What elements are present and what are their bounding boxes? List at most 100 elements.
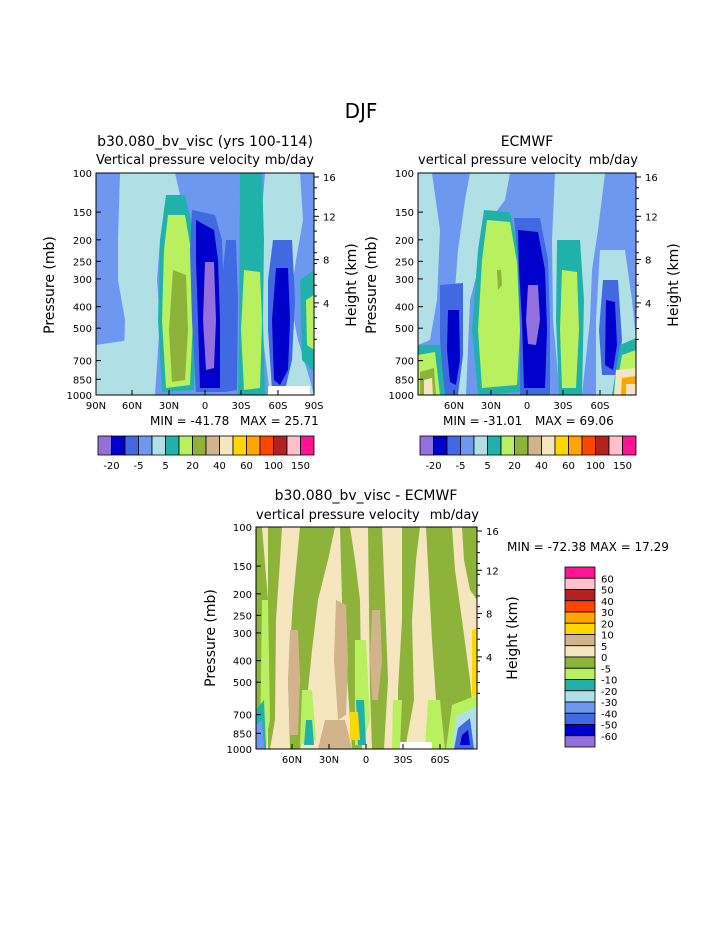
colorbar-swatch bbox=[500, 435, 515, 456]
panel3-subtitle-right: mb/day bbox=[430, 508, 480, 523]
colorbar-swatch bbox=[564, 690, 596, 703]
panel-difference: b30.080_bv_visc - ECMWF vertical pressur… bbox=[203, 488, 669, 766]
panel3-axes: 100 150 200 250 300 400 500 700 850 1000 16 12 8 4 60… bbox=[227, 523, 499, 766]
panel2-min: MIN = -31.01 bbox=[443, 414, 522, 428]
ytick-label: 400 bbox=[73, 303, 92, 314]
ytick-right-label: 16 bbox=[323, 173, 336, 184]
xtick-label: 0 bbox=[363, 755, 369, 766]
ytick-label: 250 bbox=[233, 611, 252, 622]
ytick-label: 1000 bbox=[389, 391, 414, 402]
colorbar-swatch bbox=[564, 667, 596, 680]
ytick-label: 150 bbox=[395, 208, 414, 219]
colorbar-swatch bbox=[273, 435, 288, 456]
ytick-label: 100 bbox=[395, 169, 414, 180]
colorbar-label: 100 bbox=[264, 461, 283, 472]
colorbar-label: 40 bbox=[213, 461, 226, 472]
panel-ecmwf: ECMWF vertical pressure velocity mb/day bbox=[364, 134, 682, 472]
colorbar-swatch bbox=[473, 435, 488, 456]
xtick-label: 60S bbox=[268, 401, 287, 412]
colorbar-swatch bbox=[460, 435, 475, 456]
colorbar-label: 20 bbox=[601, 619, 614, 630]
colorbar-label: 5 bbox=[601, 642, 607, 653]
colorbar-swatch bbox=[124, 435, 139, 456]
ytick-label: 150 bbox=[73, 208, 92, 219]
colorbar-label: 20 bbox=[508, 461, 521, 472]
colorbar-swatch bbox=[259, 435, 274, 456]
colorbar-label: -50 bbox=[601, 721, 617, 732]
panel2-ylabel: Pressure (mb) bbox=[364, 236, 380, 334]
colorbar-swatch bbox=[138, 435, 153, 456]
panel1-ylabel-right: Height (km) bbox=[344, 243, 360, 326]
xtick-label: 60N bbox=[444, 401, 464, 412]
colorbar-swatch bbox=[595, 435, 610, 456]
ytick-right-label: 8 bbox=[645, 256, 651, 267]
panel-model: b30.080_bv_visc (yrs 100-114) Vertical p… bbox=[42, 134, 360, 472]
colorbar-label: 40 bbox=[601, 597, 614, 608]
ytick-right-label: 4 bbox=[645, 299, 651, 310]
ytick-label: 400 bbox=[395, 303, 414, 314]
colorbar-swatch bbox=[564, 622, 596, 635]
colorbar-swatch bbox=[564, 735, 596, 748]
panel2-ylabel-right: Height (km) bbox=[666, 243, 682, 326]
ytick-right-label: 4 bbox=[323, 299, 329, 310]
page-title: DJF bbox=[345, 99, 378, 123]
panel2-field bbox=[418, 173, 636, 395]
xtick-label: 30N bbox=[481, 401, 501, 412]
colorbar-swatch bbox=[232, 435, 247, 456]
panel2-subtitle-right: mb/day bbox=[589, 153, 639, 168]
colorbar-label: 10 bbox=[601, 631, 614, 642]
panel3-field bbox=[256, 527, 477, 749]
colorbar-swatch bbox=[581, 435, 596, 456]
colorbar-swatch bbox=[192, 435, 207, 456]
colorbar-swatch bbox=[165, 435, 180, 456]
colorbar-label: 5 bbox=[484, 461, 490, 472]
colorbar-label: 150 bbox=[291, 461, 310, 472]
colorbar-swatch bbox=[541, 435, 556, 456]
panel1-axes: 100 150 200 250 300 400 500 700 850 1000 16 12 8 4 90… bbox=[67, 169, 336, 412]
ytick-label: 700 bbox=[395, 357, 414, 368]
panel2-colorbar: -20 -5 5 20 40 60 100 150 bbox=[419, 435, 637, 472]
ytick-label: 300 bbox=[233, 629, 252, 640]
colorbar-label: -5 bbox=[134, 461, 144, 472]
colorbar-swatch bbox=[514, 435, 529, 456]
panel1-field bbox=[96, 173, 314, 395]
ytick-label: 850 bbox=[73, 375, 92, 386]
xtick-label: 90N bbox=[86, 401, 106, 412]
panel1-subtitle-right: mb/day bbox=[265, 153, 315, 168]
colorbar-label: -10 bbox=[601, 676, 617, 687]
ytick-label: 200 bbox=[73, 236, 92, 247]
colorbar-label: 20 bbox=[186, 461, 199, 472]
colorbar-swatch bbox=[205, 435, 220, 456]
colorbar-label: -5 bbox=[601, 664, 611, 675]
colorbar-swatch bbox=[564, 724, 596, 737]
xtick-label: 60N bbox=[122, 401, 142, 412]
ytick-right-label: 8 bbox=[486, 610, 492, 621]
ytick-label: 500 bbox=[233, 678, 252, 689]
colorbar-label: 50 bbox=[601, 586, 614, 597]
xtick-label: 30N bbox=[319, 755, 339, 766]
ytick-label: 850 bbox=[395, 375, 414, 386]
panel2-subtitle-left: vertical pressure velocity bbox=[418, 153, 582, 168]
xtick-label: 0 bbox=[202, 401, 208, 412]
ytick-right-label: 12 bbox=[645, 212, 658, 223]
colorbar-swatch bbox=[564, 600, 596, 613]
ytick-right-label: 12 bbox=[323, 212, 336, 223]
ytick-label: 200 bbox=[233, 590, 252, 601]
colorbar-label: 60 bbox=[601, 574, 614, 585]
colorbar-swatch bbox=[564, 589, 596, 602]
colorbar-swatch bbox=[151, 435, 166, 456]
panel3-ylabel: Pressure (mb) bbox=[203, 589, 219, 687]
ytick-right-label: 16 bbox=[645, 173, 658, 184]
colorbar-swatch bbox=[564, 679, 596, 692]
ytick-right-label: 8 bbox=[323, 256, 329, 267]
colorbar-swatch bbox=[564, 645, 596, 658]
colorbar-label: 100 bbox=[586, 461, 605, 472]
colorbar-swatch bbox=[564, 577, 596, 590]
xtick-label: 60S bbox=[590, 401, 609, 412]
colorbar-label: -20 bbox=[601, 687, 617, 698]
colorbar-swatch bbox=[564, 656, 596, 669]
colorbar-swatch bbox=[564, 634, 596, 647]
ytick-label: 700 bbox=[73, 357, 92, 368]
